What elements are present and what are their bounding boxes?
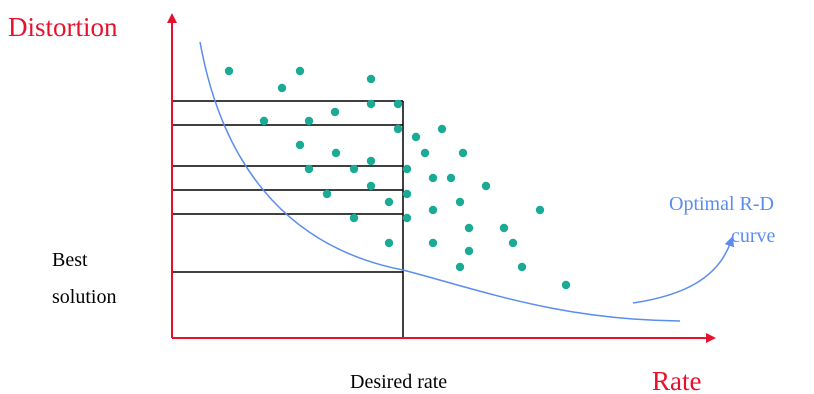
operating-point: [259, 116, 269, 126]
optimal-rd-curve: [199, 41, 681, 322]
operating-point: [366, 181, 376, 191]
operating-point: [420, 148, 430, 158]
operating-point: [437, 124, 447, 134]
operating-point: [366, 156, 376, 166]
operating-point: [384, 238, 394, 248]
operating-point: [535, 205, 545, 215]
operating-point: [481, 181, 491, 191]
operating-point: [464, 223, 474, 233]
operating-point: [384, 197, 394, 207]
operating-points: [224, 66, 571, 290]
operating-point: [428, 238, 438, 248]
operating-point: [349, 164, 359, 174]
operating-point: [446, 173, 456, 183]
operating-point: [366, 74, 376, 84]
operating-point: [517, 262, 527, 272]
operating-point: [508, 238, 518, 248]
operating-point: [499, 223, 509, 233]
operating-point: [331, 148, 341, 158]
curve-label-arrow: [632, 236, 735, 304]
operating-point: [295, 66, 305, 76]
x-axis-label: Rate: [652, 366, 701, 394]
operating-point: [366, 99, 376, 109]
operating-point: [561, 280, 571, 290]
y-axis-label: Distortion: [8, 12, 118, 42]
operating-point: [277, 83, 287, 93]
operating-point: [304, 164, 314, 174]
distortion-levels: [172, 100, 403, 273]
operating-point: [393, 124, 403, 134]
operating-point: [393, 99, 403, 109]
operating-point: [464, 246, 474, 256]
operating-point: [458, 148, 468, 158]
optimal-curve-label-line2: curve: [731, 225, 776, 247]
operating-point: [295, 140, 305, 150]
desired-rate-label: Desired rate: [350, 371, 447, 393]
best-solution-label-line2: solution: [52, 286, 116, 308]
operating-point: [402, 213, 412, 223]
operating-point: [402, 189, 412, 199]
operating-point: [322, 189, 332, 199]
operating-point: [349, 213, 359, 223]
operating-point: [224, 66, 234, 76]
best-solution-label-line1: Best: [52, 249, 88, 271]
optimal-curve-label-line1: Optimal R-D: [669, 193, 774, 215]
operating-point: [428, 205, 438, 215]
operating-point: [428, 173, 438, 183]
operating-point: [402, 164, 412, 174]
operating-point: [304, 116, 314, 126]
operating-point: [455, 262, 465, 272]
operating-point: [330, 107, 340, 117]
operating-point: [455, 197, 465, 207]
operating-point: [411, 132, 421, 142]
